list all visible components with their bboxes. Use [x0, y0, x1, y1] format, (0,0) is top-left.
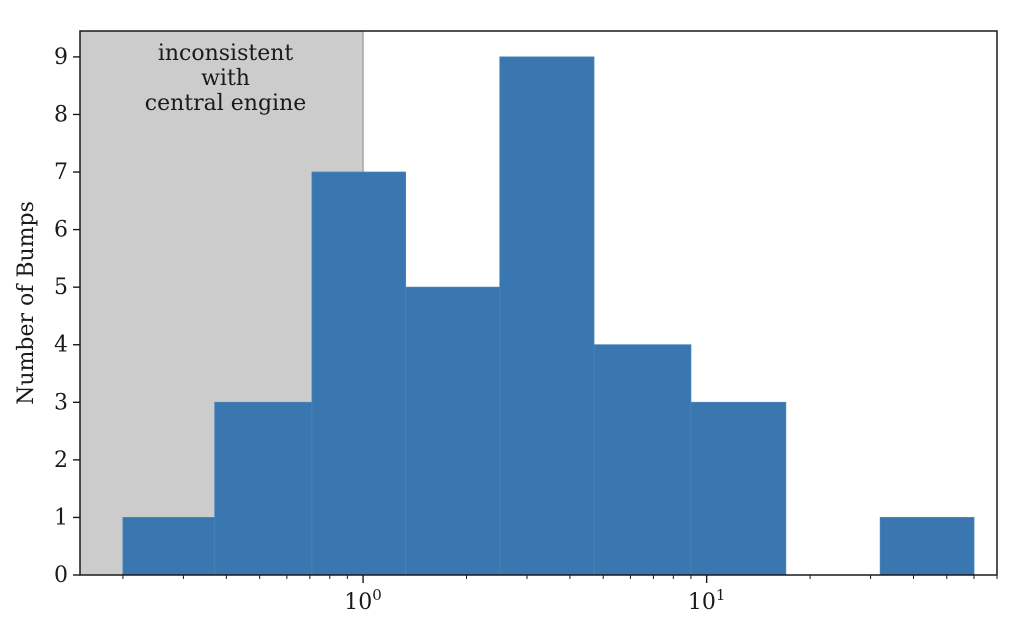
- plot-frame: [79, 30, 998, 576]
- y-tick-label: 1: [54, 505, 68, 530]
- annotation-line: inconsistent: [158, 41, 294, 66]
- histogram-bar: [311, 171, 407, 576]
- y-tick-label: 5: [54, 275, 68, 300]
- histogram-bar: [214, 401, 313, 576]
- histogram-bar: [499, 56, 595, 576]
- y-tick-label: 0: [54, 563, 68, 588]
- histogram-bar: [405, 286, 501, 576]
- annotation-line: central engine: [145, 91, 307, 116]
- y-tick-label: 7: [54, 160, 68, 185]
- y-tick-label: 2: [54, 448, 68, 473]
- x-tick-label: 101: [688, 586, 726, 615]
- histogram-bars: [122, 56, 975, 576]
- histogram-bar: [122, 517, 216, 576]
- y-tick-label: 9: [54, 45, 68, 70]
- y-axis-label: Number of Bumps: [14, 201, 39, 405]
- histogram-bar: [593, 344, 692, 576]
- histogram-bar: [690, 401, 787, 576]
- annotation-line: with: [201, 66, 250, 91]
- y-tick-label: 8: [54, 102, 68, 127]
- x-tick-label: 100: [344, 586, 382, 615]
- histogram-bar: [879, 517, 975, 576]
- y-tick-label: 4: [54, 333, 68, 358]
- y-tick-label: 3: [54, 390, 68, 415]
- y-tick-label: 6: [54, 218, 68, 243]
